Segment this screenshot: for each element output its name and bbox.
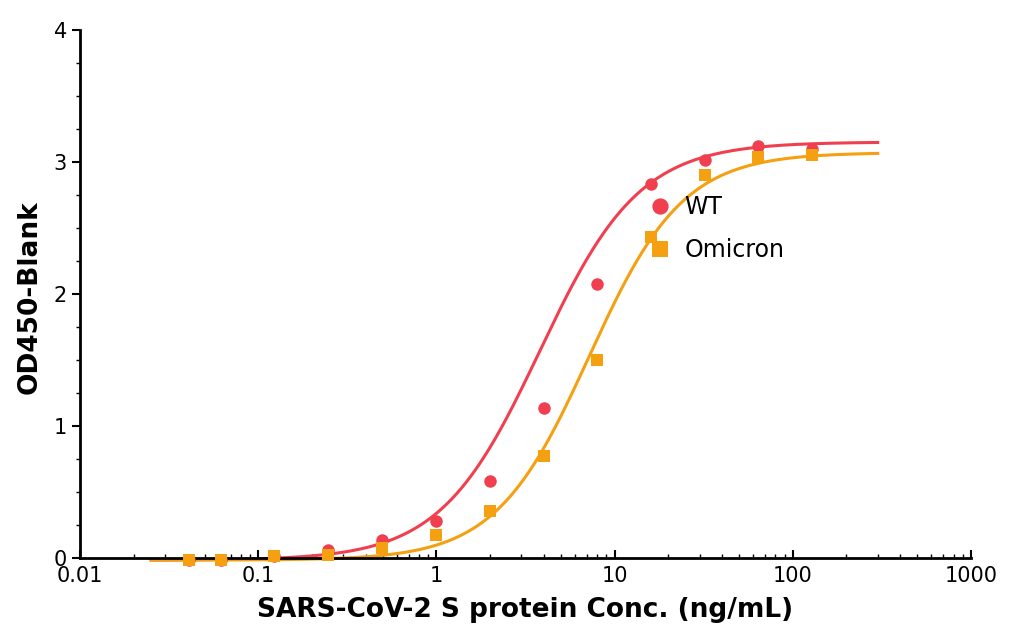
Omicron — [645, 233, 657, 241]
WT — [322, 546, 335, 553]
WT — [806, 144, 818, 152]
Omicron — [591, 356, 603, 363]
WT — [699, 157, 711, 164]
WT — [430, 517, 442, 525]
Omicron — [376, 544, 388, 552]
Omicron — [184, 557, 196, 564]
WT — [484, 477, 496, 485]
Omicron — [215, 556, 227, 564]
WT — [184, 557, 196, 564]
X-axis label: SARS-CoV-2 S protein Conc. (ng/mL): SARS-CoV-2 S protein Conc. (ng/mL) — [258, 597, 794, 623]
WT — [537, 404, 550, 412]
Y-axis label: OD450-Blank: OD450-Blank — [16, 200, 43, 394]
Omicron — [537, 452, 550, 460]
Omicron — [430, 532, 442, 539]
WT — [215, 556, 227, 564]
Omicron — [699, 171, 711, 179]
Legend: WT, Omicron: WT, Omicron — [644, 186, 794, 271]
Line: WT: WT — [184, 140, 818, 566]
WT — [645, 180, 657, 188]
Omicron — [322, 551, 335, 559]
Line: Omicron: Omicron — [184, 149, 818, 566]
WT — [269, 552, 281, 560]
Omicron — [269, 552, 281, 560]
WT — [376, 537, 388, 544]
WT — [591, 281, 603, 288]
Omicron — [752, 153, 765, 160]
WT — [752, 142, 765, 150]
Omicron — [484, 508, 496, 516]
Omicron — [806, 152, 818, 159]
